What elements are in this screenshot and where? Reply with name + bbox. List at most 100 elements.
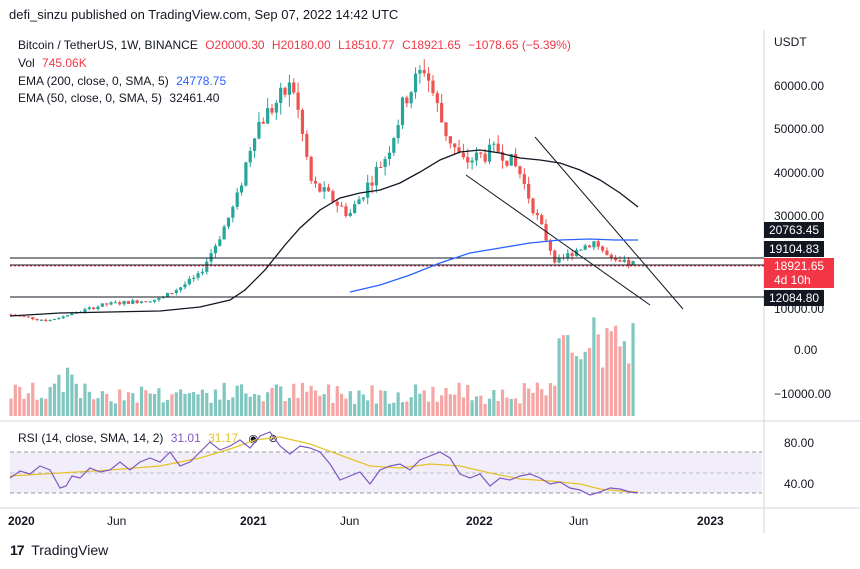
candle-body	[52, 319, 57, 321]
volume-bar	[174, 392, 178, 416]
candle-body	[26, 316, 30, 318]
volume-bar	[144, 390, 148, 416]
volume-legend[interactable]: Vol 745.06K	[18, 56, 91, 70]
volume-bar	[366, 400, 370, 416]
candle-body	[614, 258, 618, 261]
volume-bar	[109, 401, 113, 416]
volume-bar	[235, 385, 239, 416]
volume-bar	[348, 391, 352, 416]
volume-bar	[31, 382, 35, 416]
candle-body	[92, 307, 96, 310]
candle-body	[135, 300, 139, 303]
candle-body	[535, 213, 539, 216]
candle-body	[283, 87, 287, 95]
candle-body	[157, 297, 161, 300]
rsi-tick: 40.00	[784, 477, 815, 491]
time-label: Jun	[107, 514, 127, 528]
candle-body	[444, 122, 448, 137]
volume-bar	[57, 374, 61, 416]
candle-body	[383, 159, 387, 167]
candle-body	[31, 317, 35, 320]
candle-body	[440, 103, 444, 123]
candle-body	[313, 180, 318, 184]
volume-bar	[187, 393, 191, 416]
candle-body	[357, 199, 361, 205]
candle-body	[166, 292, 170, 297]
candle-body	[457, 147, 461, 153]
candle-body	[370, 182, 374, 186]
volume-bar	[148, 393, 152, 416]
volume-bar	[170, 394, 174, 416]
volume-bar	[483, 403, 487, 416]
candle-body	[9, 314, 13, 316]
candle-body	[309, 156, 313, 181]
volume-bar	[183, 393, 187, 416]
volume-bar	[387, 403, 392, 416]
candle-body	[587, 245, 592, 248]
time-label: Jun	[569, 514, 589, 528]
volume-bar	[544, 395, 548, 416]
ohlc-high: H20180.00	[271, 38, 331, 52]
volume-bar	[435, 401, 439, 416]
volume-bar	[283, 401, 287, 416]
volume-bar	[566, 335, 570, 416]
candle-body	[483, 153, 487, 162]
volume-bar	[553, 385, 557, 416]
candle-body	[300, 109, 305, 134]
candle-body	[374, 166, 378, 186]
candle-body	[531, 198, 535, 214]
candle-body	[213, 245, 218, 254]
candle-body	[239, 185, 244, 193]
ema200-line	[349, 238, 638, 293]
tradingview-branding[interactable]: 17 TradingView	[10, 542, 108, 558]
candle-body	[257, 121, 261, 139]
symbol-legend: Bitcoin / TetherUS, 1W, BINANCE O20000.3…	[18, 38, 575, 52]
volume-bar	[431, 386, 435, 416]
candle-body	[631, 261, 635, 265]
volume-bar	[161, 402, 165, 416]
volume-bar	[61, 392, 65, 416]
candle-body	[361, 197, 365, 200]
ema50-legend[interactable]: EMA (50, close, 0, SMA, 5) 32461.40	[18, 91, 223, 105]
candle-body	[279, 87, 283, 103]
published-header: defi_sinzu published on TradingView.com,…	[9, 7, 399, 22]
candle-body	[183, 284, 187, 288]
candle-body	[296, 92, 300, 110]
candle-body	[496, 143, 500, 152]
volume-bar	[557, 338, 561, 416]
eye-icon[interactable]: ◉	[248, 433, 259, 445]
volume-bar	[479, 395, 483, 416]
volume-bar	[222, 382, 226, 416]
volume-bar	[570, 352, 574, 416]
candle-body	[435, 93, 439, 104]
volume-bar	[35, 399, 39, 416]
volume-bar	[92, 399, 96, 416]
volume-bar	[257, 395, 261, 416]
volume-bar	[409, 397, 413, 416]
candle-body	[105, 303, 109, 305]
candle-body	[622, 259, 626, 262]
volume-bar	[370, 385, 374, 416]
volume-bar	[135, 402, 139, 416]
candle-body	[570, 253, 574, 257]
volume-bar	[100, 391, 104, 416]
rsi-legend[interactable]: RSI (14, close, SMA, 14, 2) 31.01 31.17 …	[18, 431, 282, 445]
hide-icon[interactable]: ⊘	[268, 433, 278, 445]
volume-tick: 0.00	[794, 343, 818, 357]
ema200-legend[interactable]: EMA (200, close, 0, SMA, 5) 24778.75	[18, 74, 230, 88]
volume-bars	[9, 317, 635, 416]
candle-body	[427, 73, 431, 81]
volume-bar	[274, 384, 278, 416]
candle-body	[500, 151, 505, 161]
candle-body	[253, 138, 257, 151]
volume-bar	[83, 383, 87, 416]
volume-bar	[105, 393, 109, 416]
volume-bar	[487, 398, 492, 416]
ema50-value: 32461.40	[169, 91, 220, 105]
symbol-name: Bitcoin / TetherUS, 1W, BINANCE	[18, 38, 198, 52]
volume-bar	[157, 388, 161, 416]
volume-bar	[231, 397, 235, 416]
rsi-label: RSI (14, close, SMA, 14, 2)	[18, 431, 164, 445]
candle-body	[466, 157, 470, 163]
